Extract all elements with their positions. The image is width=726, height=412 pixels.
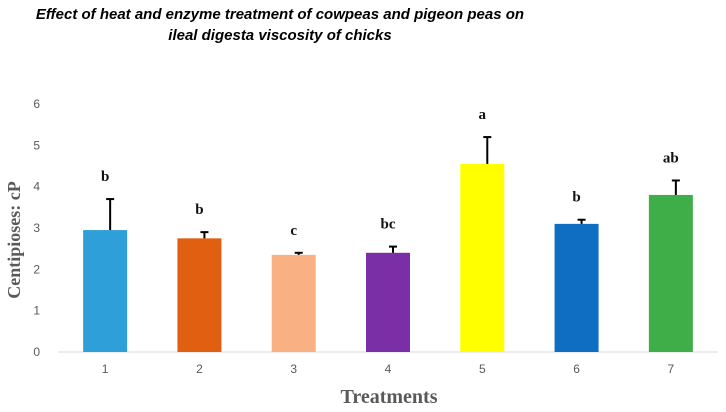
y-tick-label: 0 [33,345,40,359]
x-tick-label: 1 [102,362,109,376]
bar-group: c [271,223,316,352]
y-axis-ticks: 0 1 2 3 4 5 6 [33,97,40,359]
x-tick-label: 2 [196,362,203,376]
y-tick-label: 3 [33,221,40,235]
x-tick-label: 6 [573,362,580,376]
y-tick-label: 6 [33,97,40,111]
bar-group: bc [366,217,410,352]
significance-label: ab [663,150,679,166]
x-axis-label: Treatments [340,386,437,408]
y-tick-label: 2 [33,262,40,276]
bar [460,163,505,352]
bar [366,252,410,352]
y-axis-label: Centipioses: cP [4,181,24,298]
bar [177,238,222,352]
x-tick-label: 3 [290,362,297,376]
x-axis-ticks: 1 2 3 4 5 6 7 [102,362,675,376]
significance-label: c [290,223,297,239]
bar [554,223,599,352]
chart-title-line-2: ileal digesta viscosity of chicks [168,27,392,44]
x-tick-label: 5 [479,362,486,376]
significance-label: bc [381,217,396,233]
bar [648,194,693,352]
x-tick-label: 7 [668,362,675,376]
bar-group: b [554,190,599,352]
bar-group: a [460,107,505,352]
significance-label: a [479,107,487,123]
bar-group: ab [648,150,693,352]
significance-label: b [572,190,580,206]
significance-label: b [195,202,203,218]
significance-label: b [101,169,109,185]
x-tick-label: 4 [385,362,392,376]
chart-title: Effect of heat and enzyme treatment of c… [0,4,560,46]
bar [83,230,128,352]
bar [271,254,316,352]
y-tick-label: 1 [33,304,40,318]
chart-title-line-1: Effect of heat and enzyme treatment of c… [35,6,525,23]
bar-group: b [83,169,128,352]
y-tick-label: 5 [33,138,40,152]
y-tick-label: 4 [33,180,40,194]
bar-group: b [177,202,222,352]
